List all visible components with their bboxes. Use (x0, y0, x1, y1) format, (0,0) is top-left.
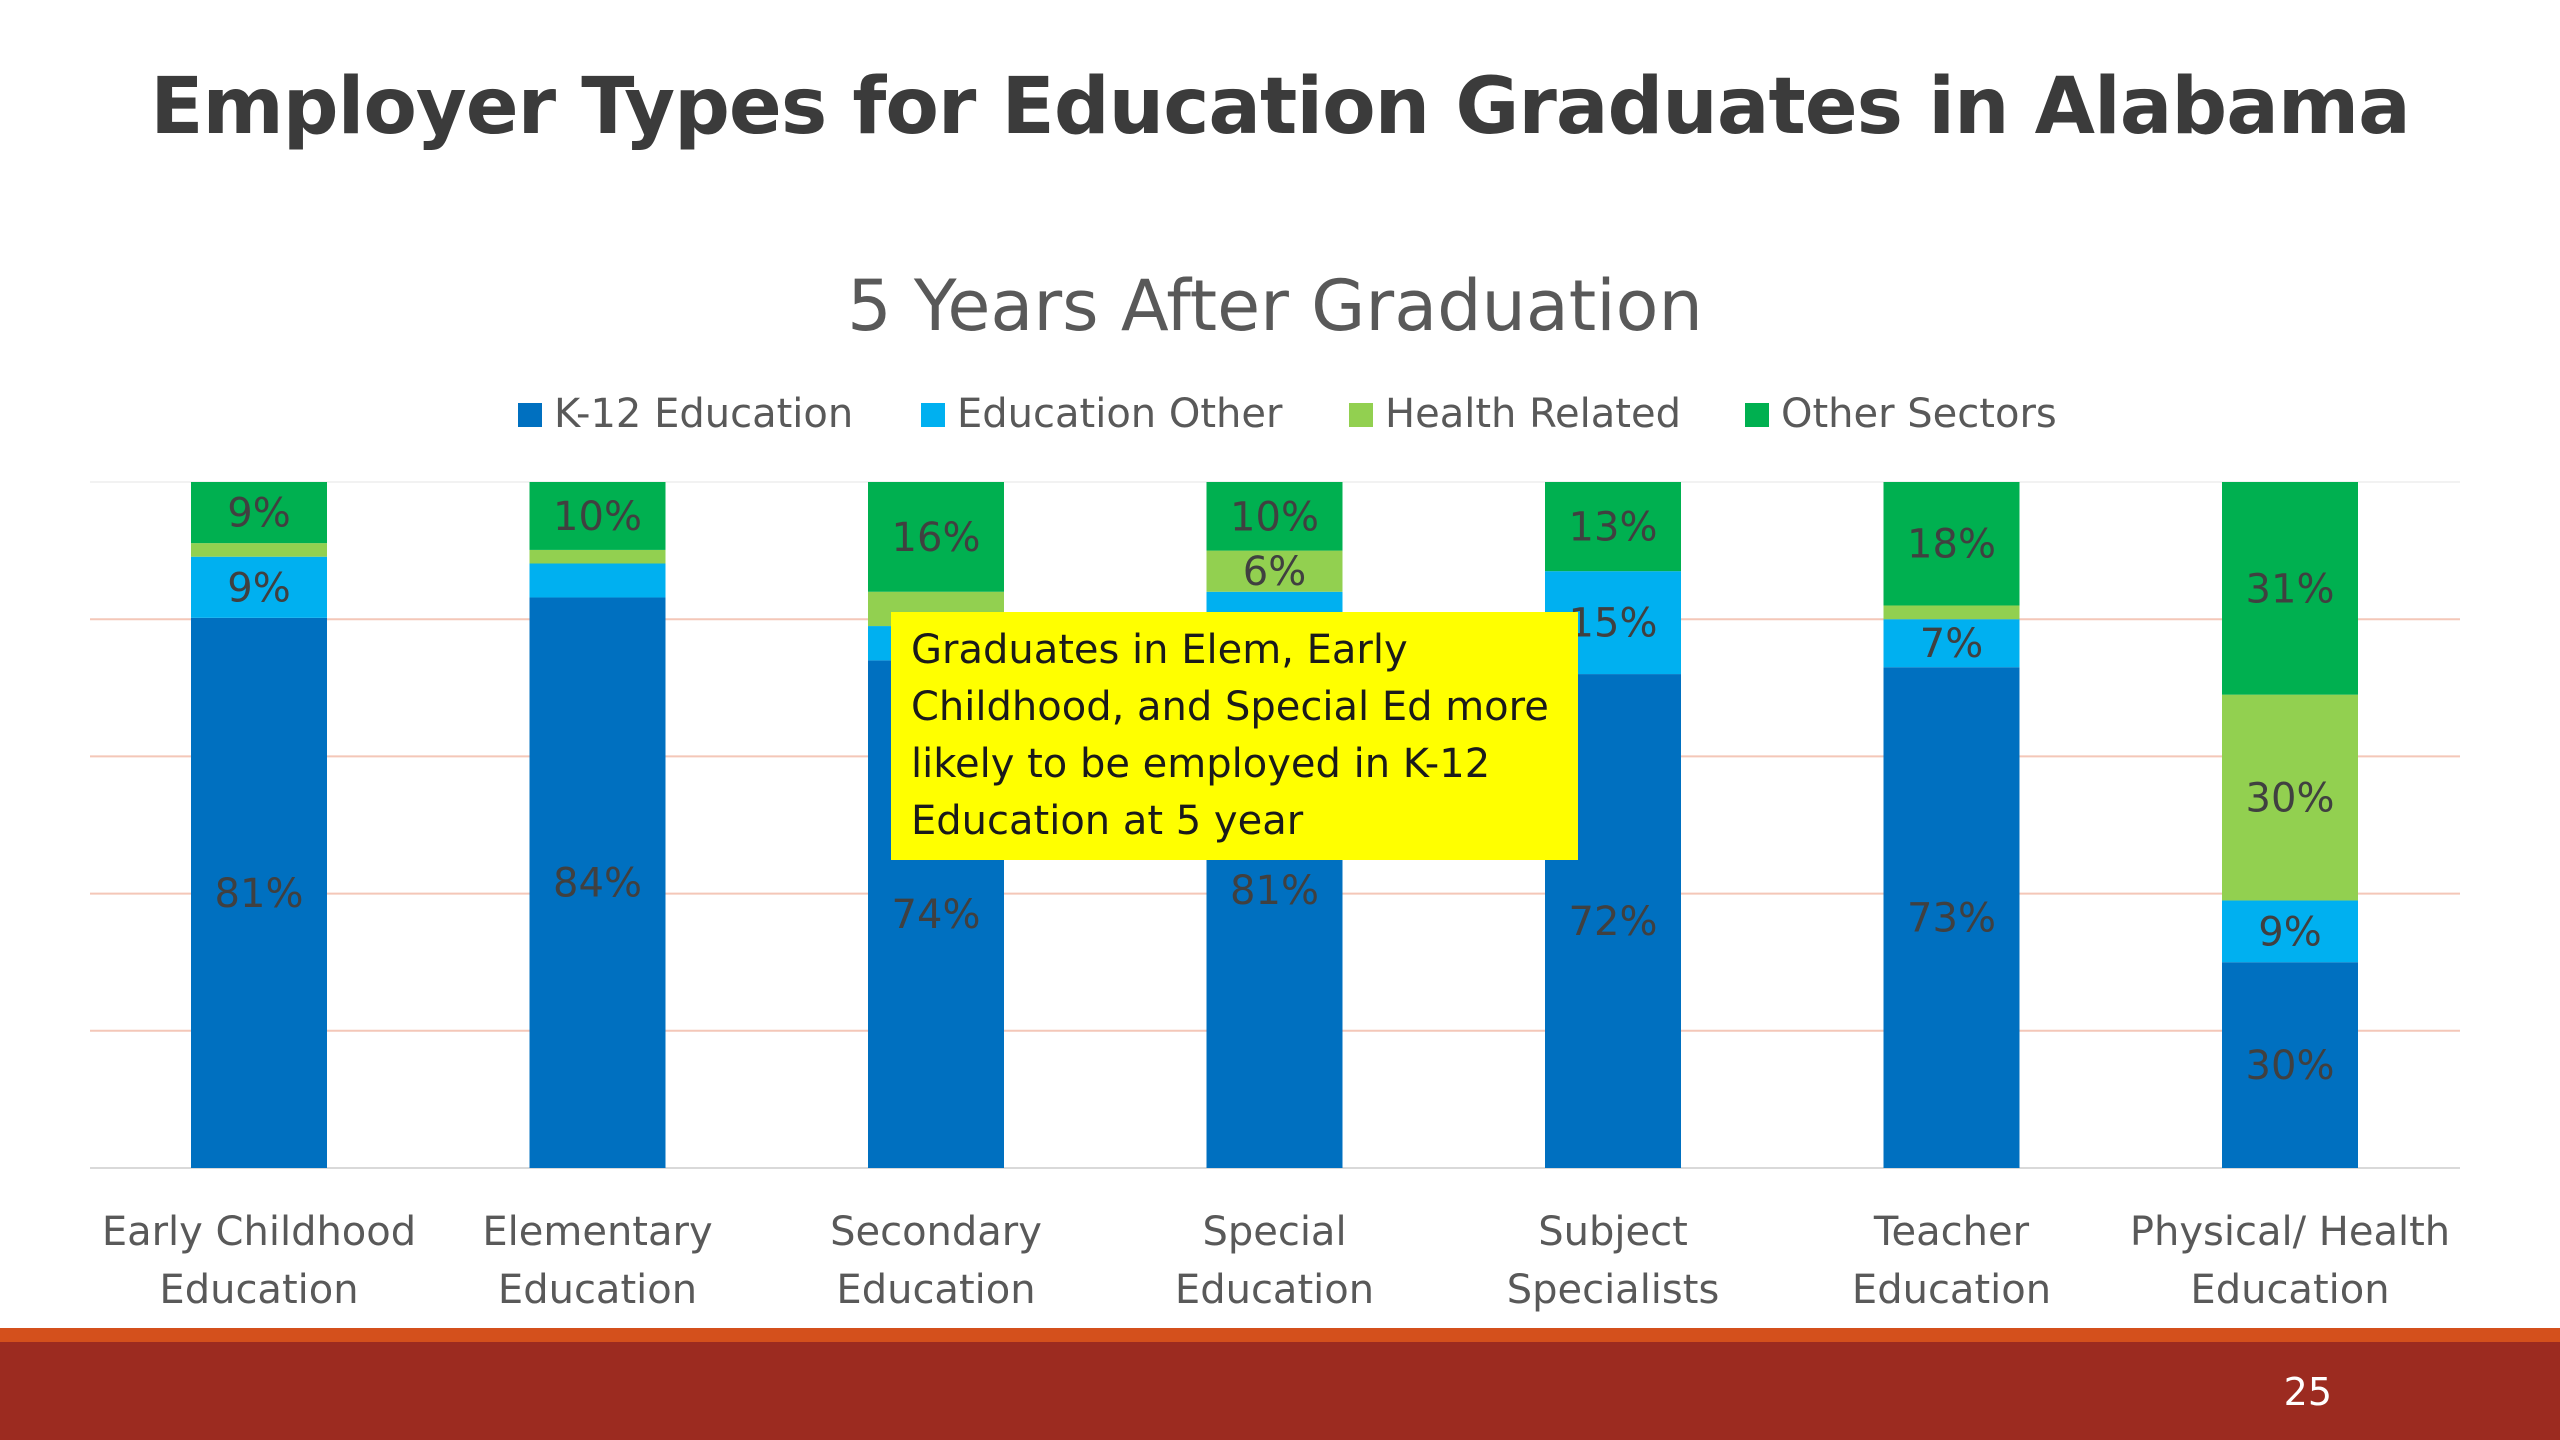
data-label: 10% (553, 494, 642, 540)
x-tick-label: Special (1202, 1209, 1346, 1255)
chart-data-labels: 81% 9% 9% 84% 10% 74% 16% 81% 6% 10% 72% 15% 13% 73% 7… (215, 491, 2335, 1090)
x-tick-label: Education (1852, 1267, 2051, 1313)
legend-swatch-2 (921, 403, 945, 427)
legend-swatch-4 (1745, 403, 1769, 427)
x-tick-label: Subject (1538, 1209, 1688, 1255)
data-label: 13% (1569, 505, 1658, 551)
chart-title: 5 Years After Graduation (847, 265, 1703, 347)
data-label: 30% (2246, 776, 2335, 822)
data-label: 18% (1907, 522, 1996, 568)
x-tick-label: Secondary (830, 1209, 1042, 1255)
data-label: 16% (892, 515, 981, 561)
x-tick-label: Teacher (1873, 1209, 2030, 1255)
data-label: 81% (215, 871, 304, 917)
slide-title: Employer Types for Education Graduates i… (150, 62, 2411, 152)
bar-segment (191, 556, 327, 618)
bar-segment (529, 563, 666, 598)
data-label: 30% (2246, 1043, 2335, 1089)
bar-segment (868, 482, 1004, 592)
x-tick-label: Education (836, 1267, 1035, 1313)
legend-label-1: K-12 Education (554, 391, 853, 437)
x-tick-label: Early Childhood (102, 1209, 416, 1255)
data-label: 72% (1569, 899, 1658, 945)
bar-segment (1883, 482, 2020, 606)
x-tick-label: Education (159, 1267, 358, 1313)
legend-label-2: Education Other (957, 391, 1283, 437)
bar-segment (1883, 619, 2020, 668)
x-tick-label: Specialists (1507, 1267, 1720, 1313)
bar-segment (1206, 550, 1343, 592)
bar-segment (1883, 605, 2020, 620)
data-label: 6% (1243, 549, 1306, 595)
data-label: 9% (227, 565, 290, 611)
bar-segment (1883, 667, 2020, 1168)
data-label: 9% (2258, 909, 2321, 955)
legend-label-4: Other Sectors (1781, 391, 2057, 437)
bar-segment (2222, 482, 2358, 695)
callout-note: Graduates in Elem, Early Childhood, and … (891, 612, 1578, 860)
bar-segment (191, 617, 327, 1168)
bar-segment (2222, 694, 2358, 901)
x-tick-label: Education (1175, 1267, 1374, 1313)
data-label: 74% (892, 892, 981, 938)
chart-legend: K-12 Education Education Other Health Rela… (518, 391, 2057, 437)
legend-swatch-3 (1349, 403, 1373, 427)
legend-label-3: Health Related (1385, 391, 1681, 437)
bar-segment (191, 543, 327, 557)
data-label: 10% (1230, 494, 1319, 540)
bar-segment (2222, 900, 2358, 963)
data-label: 7% (1920, 621, 1983, 667)
footer-accent-stripe (0, 1328, 2560, 1342)
x-tick-label: Elementary (482, 1209, 712, 1255)
bar-segment (529, 482, 666, 550)
bar-segment (529, 549, 666, 564)
data-label: 84% (553, 861, 642, 907)
x-tick-label: Education (498, 1267, 697, 1313)
bar-segment (1545, 482, 1681, 572)
data-label: 15% (1569, 601, 1658, 647)
bar-segment (529, 597, 666, 1168)
footer-band (0, 1342, 2560, 1440)
bar-segment (1206, 482, 1343, 551)
x-tick-label: Education (2190, 1267, 2389, 1313)
slide-number: 25 (2283, 1370, 2332, 1414)
data-label: 31% (2246, 566, 2335, 612)
bar-segment (191, 482, 327, 544)
bar-segment (1206, 591, 1343, 613)
bar-segment (2222, 962, 2358, 1168)
data-label: 81% (1230, 868, 1319, 914)
chart-x-axis-labels: Early Childhood Education Elementary Educat… (102, 1209, 2450, 1313)
legend-swatch-1 (518, 403, 542, 427)
x-tick-label: Physical/ Health (2130, 1209, 2450, 1255)
stacked-bar-chart: 5 Years After Graduation K-12 Education E… (90, 265, 2460, 1313)
data-label: 9% (227, 491, 290, 537)
data-label: 73% (1907, 896, 1996, 942)
